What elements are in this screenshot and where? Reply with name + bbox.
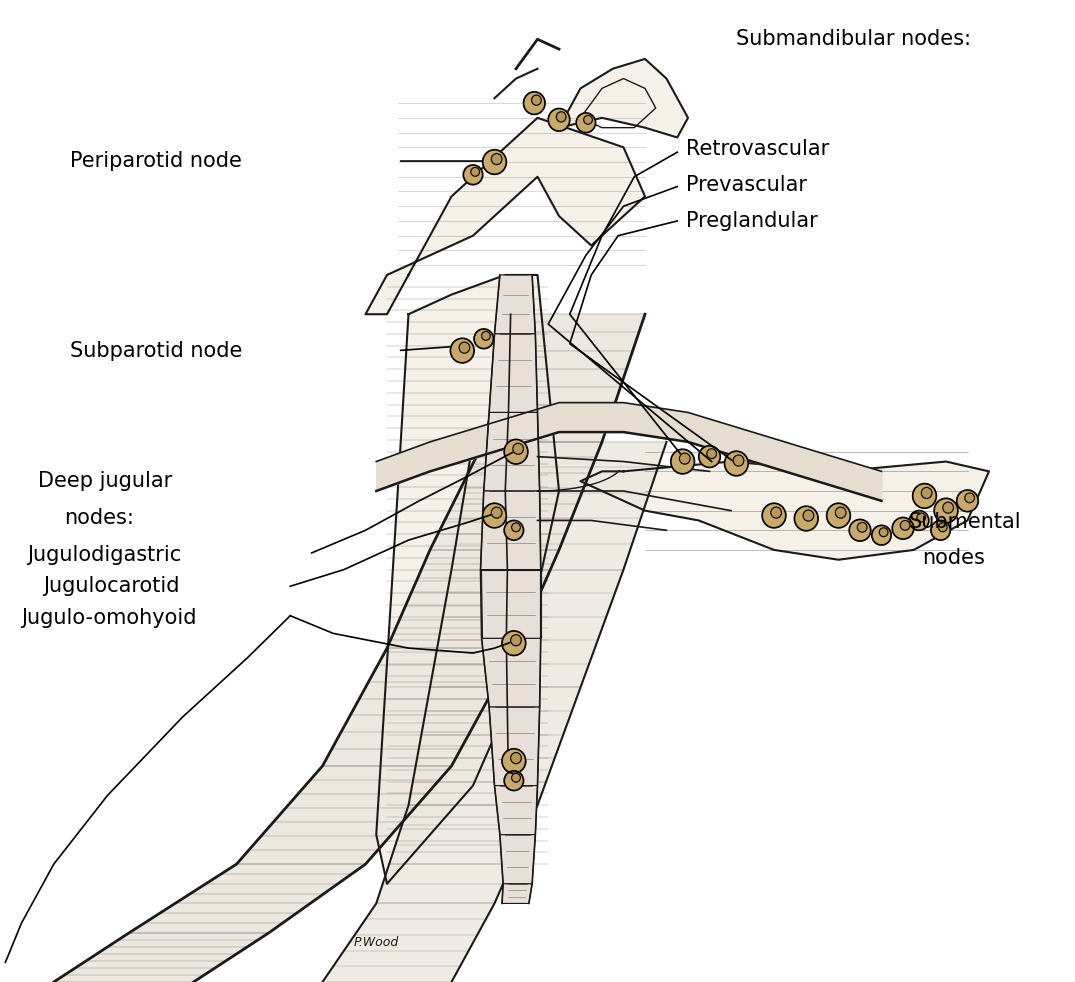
Ellipse shape <box>584 116 592 125</box>
Ellipse shape <box>502 748 526 774</box>
Ellipse shape <box>504 520 524 540</box>
Ellipse shape <box>901 520 909 530</box>
Text: Submandibular nodes:: Submandibular nodes: <box>736 29 972 49</box>
Ellipse shape <box>938 522 947 532</box>
Polygon shape <box>494 786 538 835</box>
Ellipse shape <box>849 519 871 541</box>
Ellipse shape <box>699 446 720 467</box>
Ellipse shape <box>957 490 978 512</box>
Ellipse shape <box>803 510 814 521</box>
Text: nodes: nodes <box>922 548 985 568</box>
Ellipse shape <box>679 453 690 464</box>
Ellipse shape <box>931 520 950 540</box>
Ellipse shape <box>524 92 545 115</box>
Ellipse shape <box>835 507 846 518</box>
Polygon shape <box>322 442 666 982</box>
Text: P.Wood: P.Wood <box>354 936 399 950</box>
Ellipse shape <box>934 499 958 523</box>
Text: Preglandular: Preglandular <box>686 211 818 231</box>
Ellipse shape <box>771 507 782 518</box>
Ellipse shape <box>483 150 506 175</box>
Ellipse shape <box>909 511 929 530</box>
Ellipse shape <box>511 634 521 646</box>
Text: Retrovascular: Retrovascular <box>686 139 829 159</box>
Ellipse shape <box>827 504 850 528</box>
Ellipse shape <box>482 332 490 341</box>
Ellipse shape <box>892 518 914 539</box>
Polygon shape <box>481 570 541 638</box>
Polygon shape <box>54 314 645 982</box>
Polygon shape <box>366 118 645 314</box>
Polygon shape <box>482 638 541 707</box>
Ellipse shape <box>474 329 493 349</box>
Ellipse shape <box>733 455 744 466</box>
Ellipse shape <box>459 342 470 354</box>
Polygon shape <box>502 884 532 903</box>
Ellipse shape <box>872 525 891 545</box>
Text: Jugulodigastric: Jugulodigastric <box>27 545 181 565</box>
Ellipse shape <box>965 493 974 503</box>
Text: Periparotid node: Periparotid node <box>70 151 242 171</box>
Text: Jugulo-omohyoid: Jugulo-omohyoid <box>22 608 197 627</box>
Ellipse shape <box>450 338 474 362</box>
Ellipse shape <box>943 502 954 514</box>
Ellipse shape <box>725 452 748 476</box>
Ellipse shape <box>502 631 526 656</box>
Ellipse shape <box>511 752 521 764</box>
Ellipse shape <box>531 95 541 105</box>
Ellipse shape <box>913 484 936 509</box>
Ellipse shape <box>858 522 868 532</box>
Text: Jugulocarotid: Jugulocarotid <box>43 576 180 596</box>
Ellipse shape <box>671 450 694 474</box>
Ellipse shape <box>491 153 502 165</box>
Polygon shape <box>376 275 559 884</box>
Text: Prevascular: Prevascular <box>686 175 807 194</box>
Ellipse shape <box>557 112 565 122</box>
Text: nodes:: nodes: <box>64 508 134 527</box>
Polygon shape <box>500 835 535 884</box>
Ellipse shape <box>463 165 483 185</box>
Ellipse shape <box>794 507 818 530</box>
Ellipse shape <box>879 528 888 536</box>
Ellipse shape <box>762 504 786 528</box>
Polygon shape <box>484 412 540 491</box>
Polygon shape <box>489 334 538 412</box>
Text: Submental: Submental <box>908 513 1021 532</box>
Ellipse shape <box>483 504 506 528</box>
Ellipse shape <box>471 168 479 177</box>
Ellipse shape <box>504 771 524 791</box>
Ellipse shape <box>512 522 520 532</box>
Ellipse shape <box>921 487 932 499</box>
Ellipse shape <box>491 507 502 518</box>
Text: Subparotid node: Subparotid node <box>70 341 242 360</box>
Ellipse shape <box>548 109 570 132</box>
Polygon shape <box>580 462 989 560</box>
Ellipse shape <box>707 449 717 459</box>
Polygon shape <box>489 707 540 786</box>
Ellipse shape <box>513 443 524 455</box>
Ellipse shape <box>512 774 520 782</box>
Polygon shape <box>481 491 541 570</box>
Polygon shape <box>494 275 535 334</box>
Ellipse shape <box>576 113 596 133</box>
Text: Deep jugular: Deep jugular <box>38 471 172 491</box>
Ellipse shape <box>917 514 926 522</box>
Polygon shape <box>559 59 688 137</box>
Ellipse shape <box>504 440 528 464</box>
